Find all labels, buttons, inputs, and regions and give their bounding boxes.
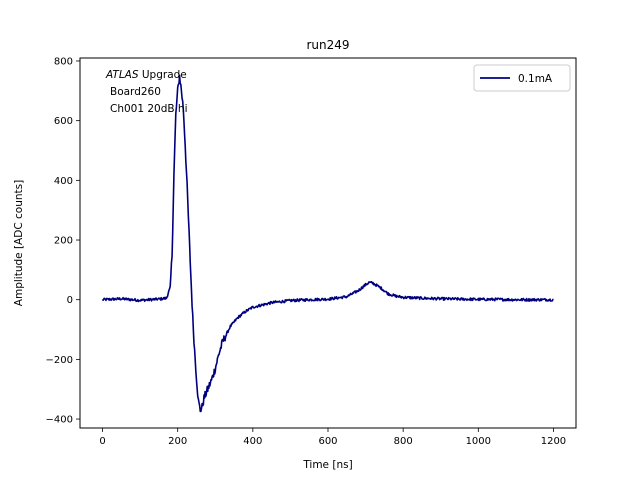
x-tick-label: 800 — [394, 436, 413, 447]
y-axis: −400 −200 0 200 400 600 800 — [46, 56, 80, 426]
y-tick-label: 200 — [54, 236, 73, 247]
series-line — [101, 74, 554, 413]
y-tick-label: 800 — [54, 56, 73, 67]
annotation-atlas: ATLAS — [105, 69, 139, 81]
y-axis-label: Amplitude [ADC counts] — [13, 180, 25, 306]
legend-label: 0.1mA — [518, 73, 553, 85]
annotation-line-2: Board260 — [110, 86, 161, 98]
x-tick-label: 0 — [99, 436, 105, 447]
annotation-upgrade: Upgrade — [139, 69, 187, 81]
y-tick-label: 0 — [67, 295, 73, 306]
x-tick-label: 600 — [318, 436, 337, 447]
annotation-line-3: Ch001 20dB hi — [110, 103, 188, 115]
y-tick-label: −200 — [46, 355, 73, 366]
x-tick-label: 1200 — [541, 436, 566, 447]
annotation: ATLAS Upgrade Board260 Ch001 20dB hi — [105, 69, 188, 115]
annotation-line-1: ATLAS Upgrade — [105, 69, 187, 81]
x-tick-label: 400 — [243, 436, 262, 447]
chart-title: run249 — [306, 38, 349, 52]
x-tick-label: 200 — [168, 436, 187, 447]
x-axis-label: Time [ns] — [302, 459, 352, 471]
y-tick-label: 600 — [54, 116, 73, 127]
x-axis: 0 200 400 600 800 1000 1200 — [99, 428, 566, 447]
series-layer — [101, 74, 554, 413]
legend-box — [473, 64, 571, 92]
y-tick-label: −400 — [46, 415, 73, 426]
legend: 0.1mA — [473, 64, 571, 92]
x-tick-label: 1000 — [466, 436, 491, 447]
y-tick-label: 400 — [54, 176, 73, 187]
